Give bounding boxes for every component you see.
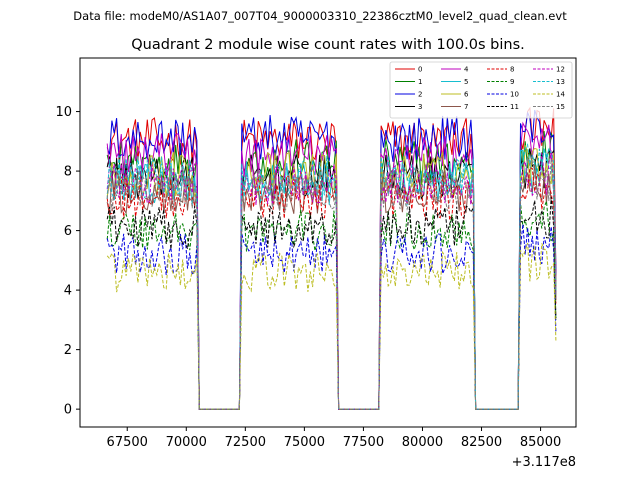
x-tick-label: 82500	[461, 435, 502, 450]
legend-label-5: 5	[464, 78, 468, 86]
legend-label-9: 9	[510, 78, 514, 86]
series-line-2	[106, 109, 557, 410]
legend-label-14: 14	[556, 91, 565, 99]
series-line-15	[106, 156, 557, 410]
x-offset-label: +3.117e8	[512, 455, 576, 470]
legend-label-1: 1	[418, 78, 422, 86]
plot-frame	[79, 57, 577, 428]
legend-label-4: 4	[464, 66, 469, 74]
legend-label-13: 13	[556, 78, 565, 86]
y-tick-label: 6	[64, 224, 72, 239]
y-tick-label: 2	[64, 343, 72, 358]
legend-label-11: 11	[510, 103, 519, 111]
series-line-0	[107, 106, 557, 410]
y-tick-label: 4	[64, 284, 72, 299]
series-line-8	[106, 167, 557, 410]
y-tick-label: 10	[55, 105, 72, 120]
x-tick-label: 72500	[225, 435, 266, 450]
x-tick-label: 80000	[402, 435, 443, 450]
series-line-11	[106, 196, 557, 410]
series-line-7	[106, 164, 557, 410]
y-tick-label: 0	[64, 403, 72, 418]
series-layer	[106, 106, 557, 410]
legend-label-7: 7	[464, 103, 468, 111]
y-axis: 0 2 4 6 8 10	[55, 105, 80, 418]
chart-title: Quadrant 2 module wise count rates with …	[131, 37, 525, 53]
x-tick-label: 67500	[107, 435, 148, 450]
chart-suptitle: Data file: modeM0/AS1A07_007T04_90000033…	[73, 9, 567, 23]
x-tick-label: 77500	[343, 435, 384, 450]
legend-label-8: 8	[510, 66, 514, 74]
legend-label-0: 0	[418, 66, 422, 74]
series-line-10	[106, 224, 557, 410]
x-tick-label: 85000	[520, 435, 561, 450]
y-tick-label: 8	[64, 165, 72, 180]
legend-label-3: 3	[418, 103, 422, 111]
legend-box	[389, 61, 573, 119]
legend-label-12: 12	[556, 66, 565, 74]
x-axis: 67500 70000 72500 75000 77500 80000 82500 85000	[107, 427, 561, 450]
legend-label-10: 10	[510, 91, 519, 99]
legend-label-15: 15	[556, 103, 565, 111]
x-tick-label: 70000	[166, 435, 207, 450]
x-tick-label: 75000	[284, 435, 325, 450]
legend-label-2: 2	[418, 91, 422, 99]
legend-label-6: 6	[464, 91, 469, 99]
series-line-14	[106, 242, 557, 410]
series-line-9	[106, 201, 557, 410]
